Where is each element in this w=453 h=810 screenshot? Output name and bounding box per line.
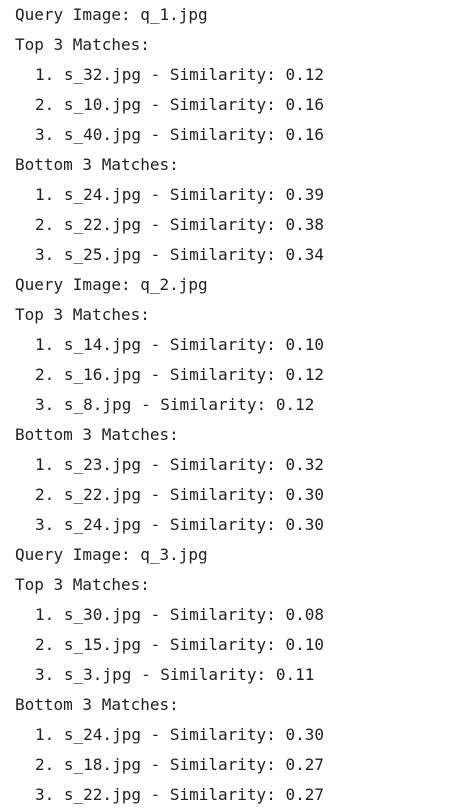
match-line: 3. s_25.jpg - Similarity: 0.34: [35, 245, 324, 264]
match-line: 3. s_22.jpg - Similarity: 0.27: [35, 785, 324, 804]
match-line: 1. s_24.jpg - Similarity: 0.39: [35, 185, 324, 204]
console-output: Query Image: q_1.jpg Top 3 Matches: 1. s…: [15, 0, 445, 810]
match-line: 1. s_24.jpg - Similarity: 0.30: [35, 725, 324, 744]
match-line: 3. s_8.jpg - Similarity: 0.12: [35, 395, 315, 414]
match-line: 2. s_15.jpg - Similarity: 0.10: [35, 635, 324, 654]
match-line: 1. s_32.jpg - Similarity: 0.12: [35, 65, 324, 84]
match-line: 2. s_22.jpg - Similarity: 0.30: [35, 485, 324, 504]
top-matches-header: Top 3 Matches:: [15, 575, 150, 594]
query-header: Query Image: q_3.jpg: [15, 545, 208, 564]
match-line: 1. s_23.jpg - Similarity: 0.32: [35, 455, 324, 474]
match-line: 3. s_3.jpg - Similarity: 0.11: [35, 665, 315, 684]
match-line: 2. s_10.jpg - Similarity: 0.16: [35, 95, 324, 114]
match-line: 2. s_22.jpg - Similarity: 0.38: [35, 215, 324, 234]
match-line: 1. s_30.jpg - Similarity: 0.08: [35, 605, 324, 624]
match-line: 2. s_16.jpg - Similarity: 0.12: [35, 365, 324, 384]
bottom-matches-header: Bottom 3 Matches:: [15, 155, 179, 174]
match-line: 1. s_14.jpg - Similarity: 0.10: [35, 335, 324, 354]
top-matches-header: Top 3 Matches:: [15, 305, 150, 324]
bottom-matches-header: Bottom 3 Matches:: [15, 695, 179, 714]
bottom-matches-header: Bottom 3 Matches:: [15, 425, 179, 444]
match-line: 3. s_40.jpg - Similarity: 0.16: [35, 125, 324, 144]
match-line: 3. s_24.jpg - Similarity: 0.30: [35, 515, 324, 534]
match-line: 2. s_18.jpg - Similarity: 0.27: [35, 755, 324, 774]
top-matches-header: Top 3 Matches:: [15, 35, 150, 54]
query-header: Query Image: q_1.jpg: [15, 5, 208, 24]
query-header: Query Image: q_2.jpg: [15, 275, 208, 294]
